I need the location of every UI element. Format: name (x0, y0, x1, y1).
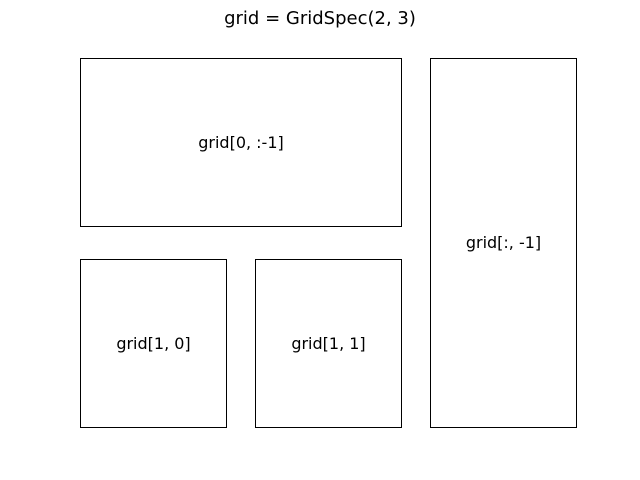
axes-panel-grid-all-last: grid[:, -1] (430, 58, 577, 428)
panel-label: grid[0, :-1] (198, 132, 284, 152)
axes-panel-grid-1-1: grid[1, 1] (255, 259, 402, 428)
axes-panel-grid-0-all-but-last: grid[0, :-1] (80, 58, 402, 227)
axes-panel-grid-1-0: grid[1, 0] (80, 259, 227, 428)
figure-title: grid = GridSpec(2, 3) (224, 8, 416, 29)
panel-label: grid[:, -1] (465, 233, 542, 252)
panel-label: grid[1, 0] (116, 333, 191, 353)
panel-label: grid[1, 1] (291, 333, 366, 353)
